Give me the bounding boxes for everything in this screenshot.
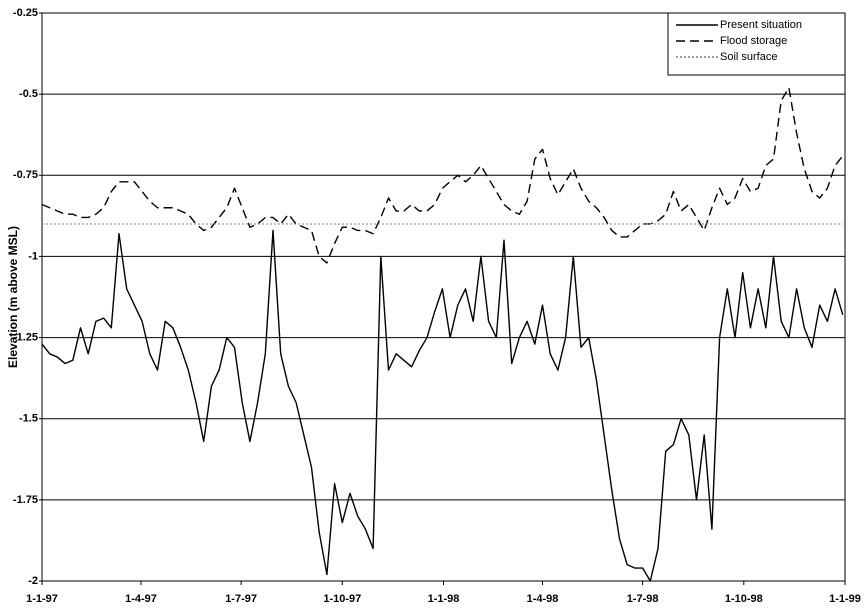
x-tick-label: 1-1-97: [26, 593, 58, 605]
legend-label: Present situation: [720, 19, 802, 31]
x-tick-label: 1-1-98: [428, 593, 460, 605]
x-tick-label: 1-7-97: [225, 593, 257, 605]
x-tick-label: 1-4-98: [527, 593, 559, 605]
series-line: [41, 86, 844, 264]
y-tick-label: -0.25: [13, 7, 38, 19]
y-tick-label: -1.25: [13, 331, 38, 343]
y-tick-label: -1.75: [13, 494, 38, 506]
legend-label: Flood storage: [720, 35, 787, 47]
y-tick-label: -0.75: [13, 169, 38, 181]
y-tick-label: -1.5: [19, 413, 38, 425]
x-tick-label: 1-10-98: [725, 593, 763, 605]
x-tick-label: 1-1-99: [829, 593, 861, 605]
y-tick-label: -2: [28, 575, 38, 587]
x-tick-label: 1-10-97: [323, 593, 361, 605]
y-axis-title: Elevation (m above MSL): [6, 226, 20, 368]
x-tick-label: 1-7-98: [627, 593, 659, 605]
x-tick-label: 1-4-97: [125, 593, 157, 605]
y-tick-label: -1: [28, 250, 38, 262]
legend-label: Soil surface: [720, 51, 777, 63]
plot-frame: [41, 12, 846, 582]
legend-box: [667, 12, 846, 76]
series-line: [41, 229, 844, 582]
y-tick-label: -0.5: [19, 88, 38, 100]
